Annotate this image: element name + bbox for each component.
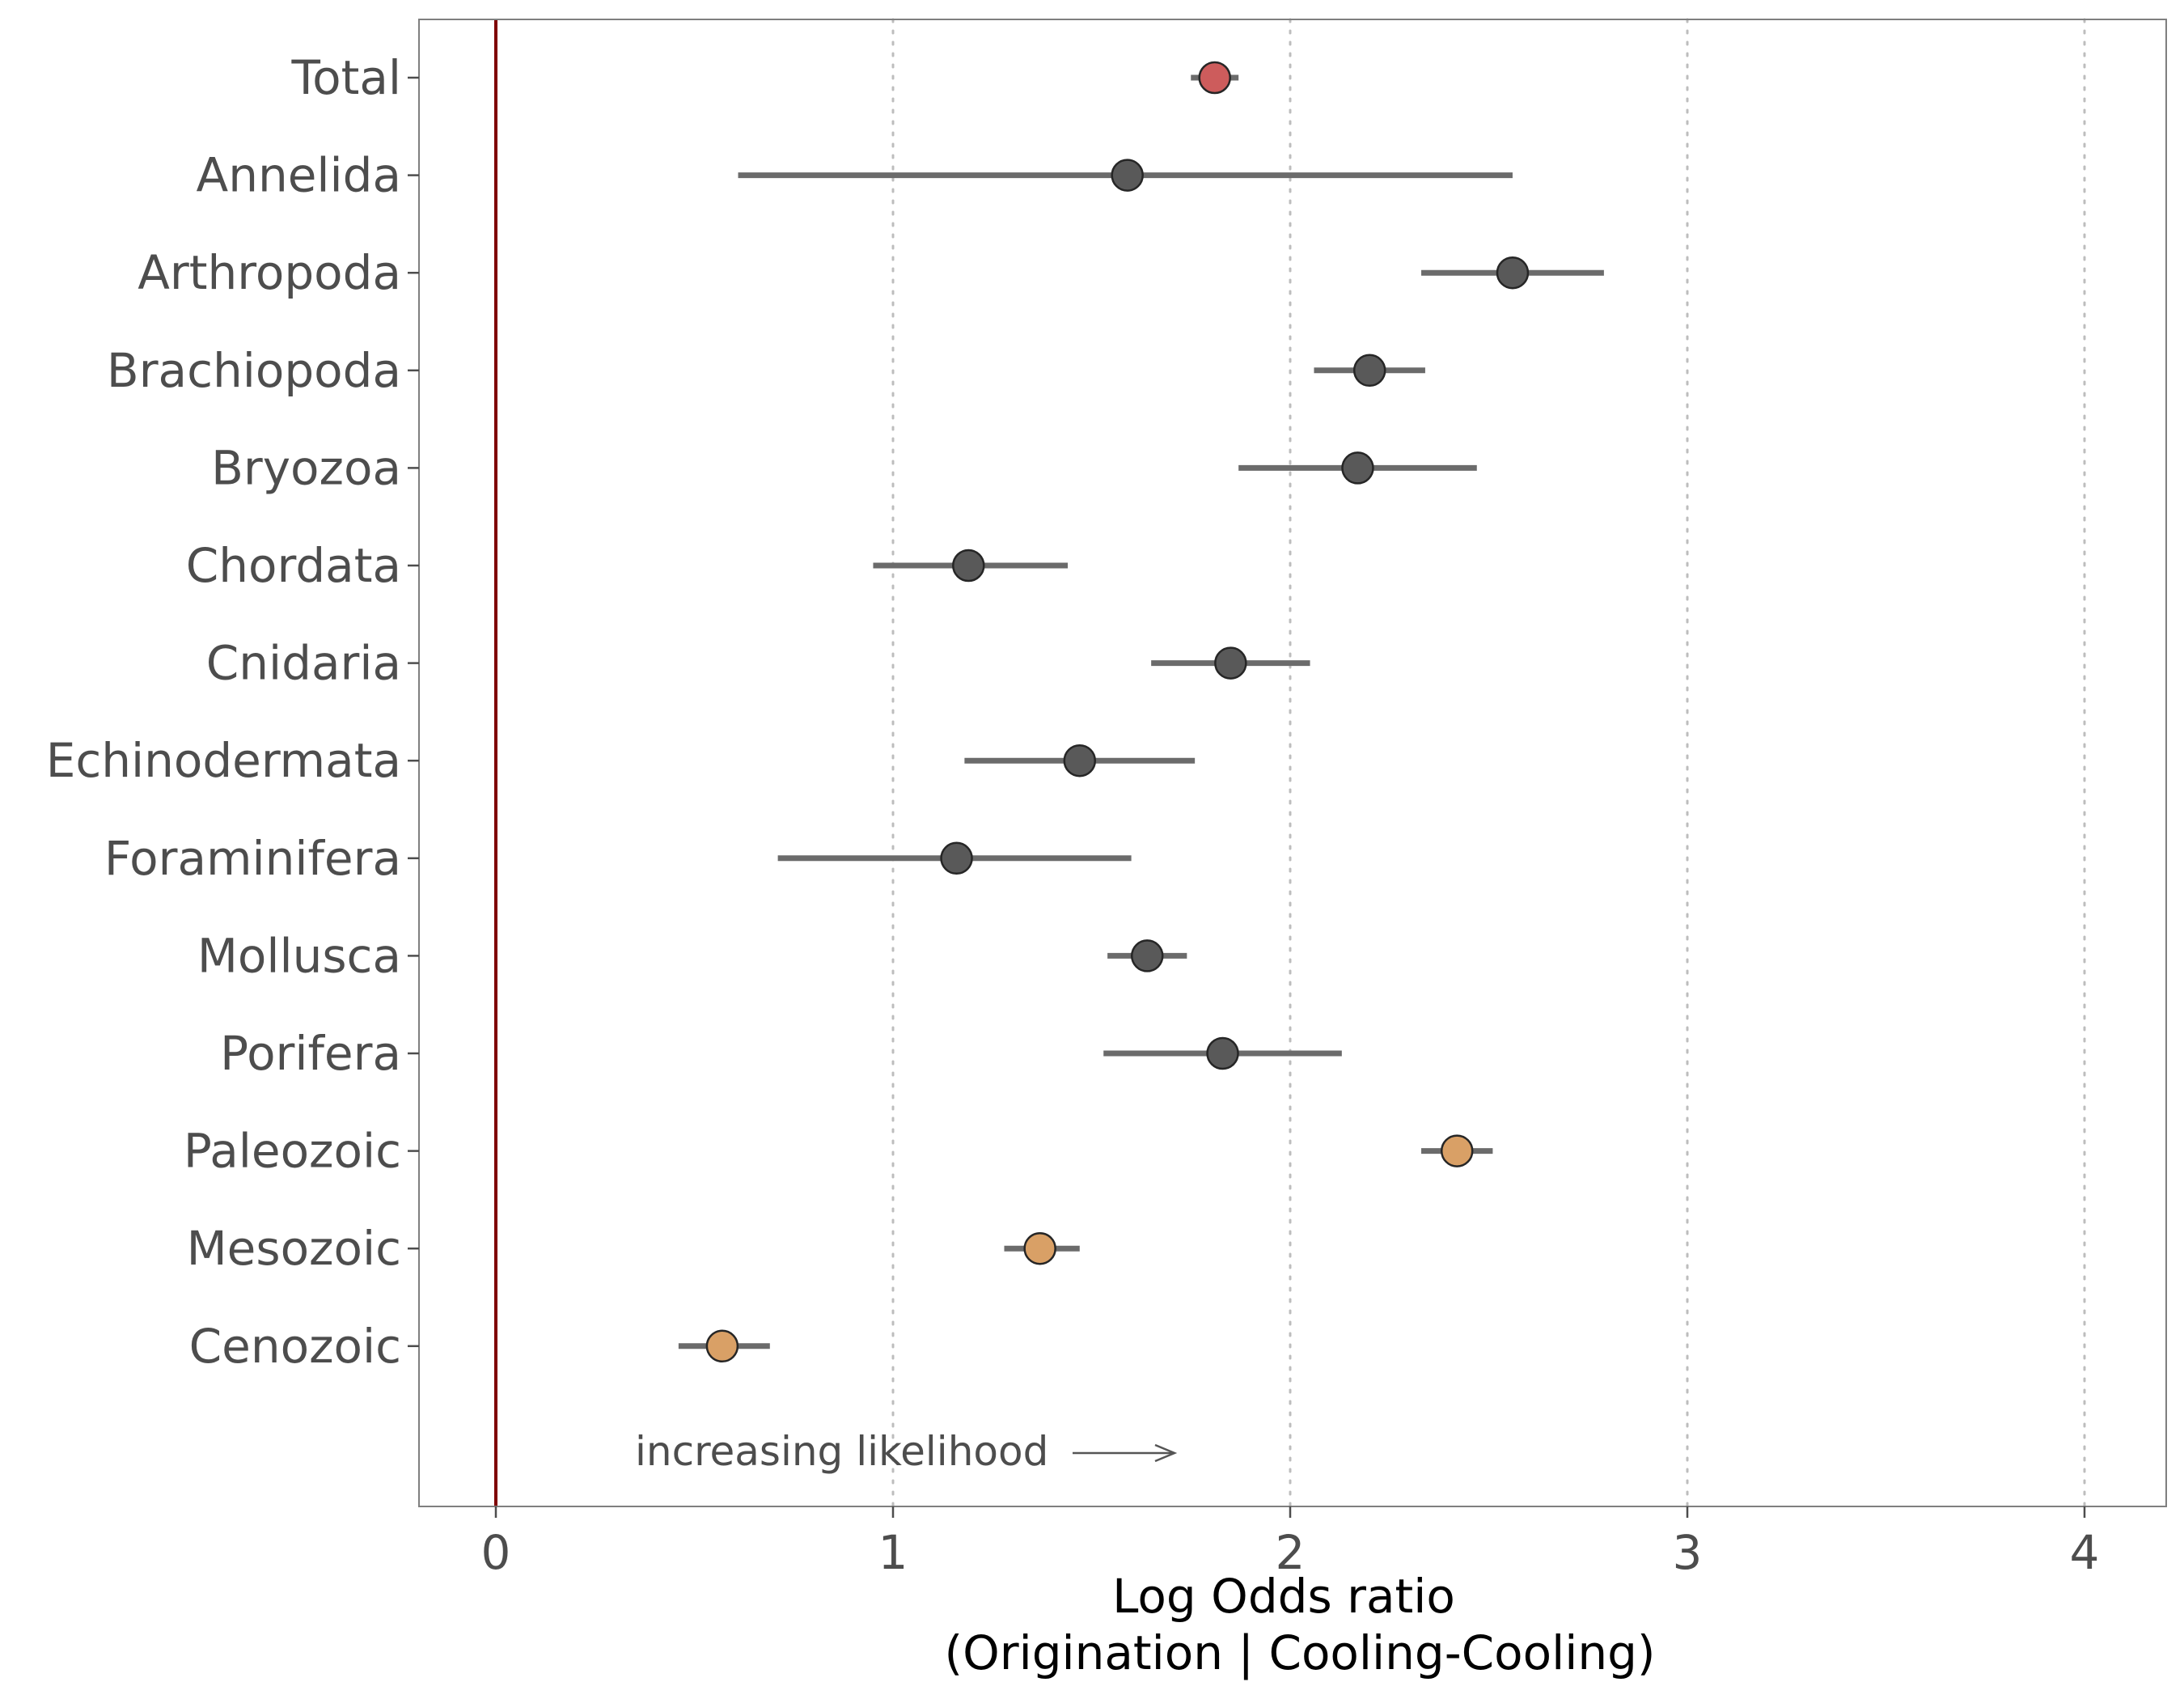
x-tick-label-1: 1 bbox=[878, 1525, 908, 1580]
x-tick-label-2: 2 bbox=[1276, 1525, 1306, 1580]
y-tick-label-porifera: Porifera bbox=[220, 1026, 401, 1081]
panel-background bbox=[419, 19, 2166, 1506]
point-bryozoa bbox=[1341, 451, 1374, 485]
y-tick-label-cenozoic: Cenozoic bbox=[189, 1319, 401, 1374]
y-tick-label-mollusca: Mollusca bbox=[197, 928, 401, 983]
x-tick-label-4: 4 bbox=[2070, 1525, 2100, 1580]
point-mesozoic bbox=[1023, 1231, 1056, 1265]
point-arthropoda bbox=[1496, 256, 1530, 290]
point-foraminifera bbox=[940, 841, 973, 875]
y-tick-label-paleozoic: Paleozoic bbox=[184, 1124, 401, 1179]
y-tick-label-cnidaria: Cnidaria bbox=[206, 636, 401, 691]
arrow-right-icon bbox=[1154, 1443, 1178, 1463]
y-axis-ticks: Total Annelida Arthropoda Brachiopoda Bryozo… bbox=[46, 50, 419, 1374]
x-tick-label-3: 3 bbox=[1673, 1525, 1703, 1580]
point-echinodermata bbox=[1063, 744, 1097, 777]
y-tick-label-total: Total bbox=[291, 50, 401, 105]
annotation-text: increasing likelihood bbox=[635, 1428, 1048, 1475]
point-brachiopoda bbox=[1352, 354, 1386, 388]
point-cenozoic bbox=[705, 1329, 739, 1363]
x-axis-title-line2: (Origination | Cooling-Cooling) bbox=[944, 1625, 1655, 1680]
point-estimates bbox=[705, 61, 1530, 1363]
y-tick-label-mesozoic: Mesozoic bbox=[187, 1221, 401, 1276]
y-tick-label-annelida: Annelida bbox=[197, 148, 401, 203]
panel-border bbox=[418, 19, 2167, 1507]
y-tick-label-chordata: Chordata bbox=[186, 538, 401, 593]
y-tick-label-arthropoda: Arthropoda bbox=[138, 245, 401, 300]
annotation: increasing likelihood bbox=[635, 1428, 1178, 1475]
point-porifera bbox=[1206, 1036, 1239, 1070]
y-tick-label-bryozoa: Bryozoa bbox=[211, 440, 401, 495]
x-axis-title-line1: Log Odds ratio bbox=[1112, 1569, 1455, 1624]
point-cnidaria bbox=[1214, 646, 1247, 680]
y-tick-label-foraminifera: Foraminifera bbox=[104, 831, 401, 886]
point-chordata bbox=[952, 549, 985, 583]
point-total bbox=[1198, 61, 1231, 95]
point-annelida bbox=[1111, 159, 1144, 192]
y-tick-label-echinodermata: Echinodermata bbox=[46, 733, 401, 788]
x-tick-label-0: 0 bbox=[481, 1525, 511, 1580]
point-paleozoic bbox=[1440, 1134, 1474, 1167]
x-axis-ticks: 0 1 2 3 4 bbox=[481, 1506, 2100, 1580]
y-tick-label-brachiopoda: Brachiopoda bbox=[107, 343, 401, 398]
point-mollusca bbox=[1130, 939, 1164, 972]
